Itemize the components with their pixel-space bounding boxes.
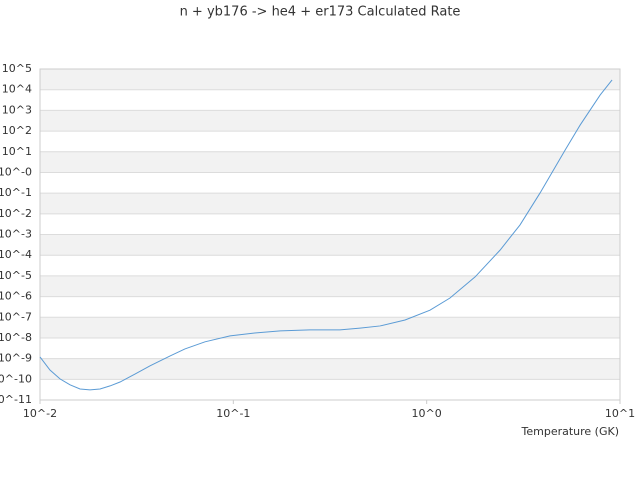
y-tick-label: 10^-11 xyxy=(0,393,32,406)
y-tick-label: 10^-6 xyxy=(0,290,32,303)
grid-band xyxy=(40,69,620,90)
data-line xyxy=(39,79,613,391)
grid-band xyxy=(40,234,620,256)
y-tick-label: 10^-0 xyxy=(0,165,32,178)
y-tick-label: 10^1 xyxy=(2,145,32,158)
y-tick-label: 10^-1 xyxy=(0,186,32,199)
y-tick-label: 10^-9 xyxy=(0,352,32,365)
plot-frame xyxy=(39,68,621,401)
grid-band xyxy=(40,358,620,380)
y-tick-label: 10^5 xyxy=(2,62,32,75)
grid-band xyxy=(40,151,620,173)
x-tick-label: 10^-1 xyxy=(216,407,250,420)
x-tick-label: 10^-2 xyxy=(23,407,57,420)
chart-title: n + yb176 -> he4 + er173 Calculated Rate xyxy=(180,5,461,20)
y-tick-label: 10^-3 xyxy=(0,228,32,241)
y-tick-label: 10^-10 xyxy=(0,372,32,385)
y-tick-label: 10^3 xyxy=(2,103,32,116)
y-tick-label: 10^4 xyxy=(2,83,32,96)
y-tick-label: 10^-8 xyxy=(0,331,32,344)
y-tick-label: 10^-7 xyxy=(0,310,32,323)
grid-band xyxy=(40,110,620,132)
y-tick-label: 10^-2 xyxy=(0,207,32,220)
x-tick-label: 10^0 xyxy=(412,407,442,420)
y-tick-label: 10^-5 xyxy=(0,269,32,282)
grid-band xyxy=(40,317,620,338)
y-tick-label: 10^2 xyxy=(2,124,32,137)
grid-band xyxy=(40,193,620,214)
x-axis-label: Temperature (GK) xyxy=(521,425,620,438)
grid-band xyxy=(40,275,620,297)
x-tick-label: 10^1 xyxy=(605,407,635,420)
y-tick-label: 10^-4 xyxy=(0,248,32,261)
